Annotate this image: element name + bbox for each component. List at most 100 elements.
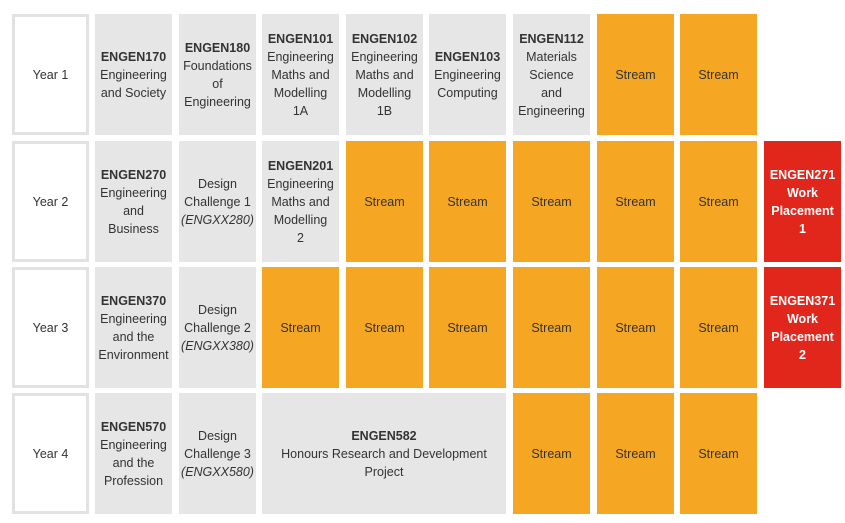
course-cell[interactable]: ENGEN270 Engineering and Business <box>95 141 172 262</box>
course-name: Design Challenge 1 <box>184 176 251 209</box>
course-code: ENGEN582 <box>351 428 417 443</box>
course-code: ENGEN112 <box>519 31 584 46</box>
course-name: Engineering and the Environment <box>98 311 169 362</box>
stream-cell[interactable]: Stream <box>680 141 757 262</box>
cell-content: Stream <box>615 319 655 337</box>
stream-cell[interactable]: Stream <box>597 393 674 514</box>
year-label: Year 4 <box>12 393 89 514</box>
cell-label: ENGEN271 Work Placement 1 <box>769 167 836 236</box>
cell-content: Stream <box>698 193 738 211</box>
year-label-text: Year 3 <box>32 320 69 335</box>
design-challenge-cell[interactable]: Design Challenge 2 (ENGXX380) <box>179 267 256 388</box>
cell-content: Stream <box>531 445 571 463</box>
course-cell[interactable]: ENGEN370 Engineering and the Environment <box>95 267 172 388</box>
cell-content: Stream <box>698 66 738 84</box>
course-name: Engineering and Business <box>100 185 167 236</box>
cell-label: Stream <box>364 320 405 335</box>
course-code: ENGEN180 <box>184 40 251 55</box>
course-code: ENGEN103 <box>434 49 501 64</box>
stream-cell[interactable]: Stream <box>680 267 757 388</box>
course-code: ENGEN270 <box>100 167 167 182</box>
cell-content: ENGEN103 Engineering Computing <box>434 48 501 102</box>
cell-content: ENGEN101 Engineering Maths and Modelling … <box>267 30 334 120</box>
stream-cell[interactable]: Stream <box>597 14 674 135</box>
cell-label: Stream <box>698 67 739 82</box>
cell-content: Stream <box>364 193 404 211</box>
cell-label: Stream <box>615 446 656 461</box>
stream-cell[interactable]: Stream <box>262 267 339 388</box>
cell-content: ENGEN102 Engineering Maths and Modelling … <box>351 30 418 120</box>
stream-cell[interactable]: Stream <box>597 267 674 388</box>
course-name: Honours Research and Development Project <box>281 446 487 479</box>
course-cell[interactable]: ENGEN201 Engineering Maths and Modelling … <box>262 141 339 262</box>
cell-content: ENGEN201 Engineering Maths and Modelling … <box>267 157 334 247</box>
cell-content: Design Challenge 3 (ENGXX580) <box>181 427 254 481</box>
stream-cell[interactable]: Stream <box>513 393 590 514</box>
course-code: (ENGXX580) <box>181 464 254 479</box>
work-placement-cell[interactable]: ENGEN271 Work Placement 1 <box>764 141 841 262</box>
course-code: ENGEN170 <box>100 49 167 64</box>
cell-label: Stream <box>531 446 572 461</box>
course-cell[interactable]: ENGEN103 Engineering Computing <box>429 14 506 135</box>
stream-cell[interactable]: Stream <box>513 141 590 262</box>
stream-cell[interactable]: Stream <box>680 393 757 514</box>
cell-content: Design Challenge 1 (ENGXX280) <box>181 175 254 229</box>
stream-cell[interactable]: Stream <box>513 267 590 388</box>
cell-content: ENGEN582 Honours Research and Development… <box>281 427 487 481</box>
cell-label: Stream <box>447 194 488 209</box>
stream-cell[interactable]: Stream <box>429 141 506 262</box>
course-name: Engineering Maths and Modelling 1B <box>351 49 418 118</box>
cell-content: ENGEN371 Work Placement 2 <box>770 292 835 364</box>
course-name: Engineering and the Profession <box>100 437 167 488</box>
cell-label: Stream <box>698 446 739 461</box>
design-challenge-cell[interactable]: Design Challenge 3 (ENGXX580) <box>179 393 256 514</box>
cell-label: Stream <box>447 320 488 335</box>
cell-content: ENGEN180 Foundations of Engineering <box>183 39 252 111</box>
course-cell[interactable]: ENGEN102 Engineering Maths and Modelling … <box>346 14 423 135</box>
course-cell[interactable]: ENGEN112 Materials Science and Engineerin… <box>513 14 590 135</box>
stream-cell[interactable]: Stream <box>346 267 423 388</box>
cell-label: Stream <box>364 194 405 209</box>
cell-content: ENGEN370 Engineering and the Environment <box>98 292 168 364</box>
cell-label: ENGEN371 Work Placement 2 <box>769 293 836 362</box>
cell-content: Stream <box>531 193 571 211</box>
work-placement-cell[interactable]: ENGEN371 Work Placement 2 <box>764 267 841 388</box>
cell-content: Stream <box>447 193 487 211</box>
cell-content: ENGEN112 Materials Science and Engineerin… <box>518 30 585 120</box>
course-cell[interactable]: ENGEN570 Engineering and the Profession <box>95 393 172 514</box>
course-cell[interactable]: ENGEN180 Foundations of Engineering <box>179 14 256 135</box>
course-name: Design Challenge 2 <box>184 302 251 335</box>
cell-content: Stream <box>615 193 655 211</box>
stream-cell[interactable]: Stream <box>597 141 674 262</box>
year-label: Year 3 <box>12 267 89 388</box>
course-code: ENGEN102 <box>351 31 418 46</box>
cell-content: Stream <box>698 445 738 463</box>
cell-content: ENGEN170 Engineering and Society <box>100 48 167 102</box>
stream-cell[interactable]: Stream <box>429 267 506 388</box>
year-label-text: Year 2 <box>32 194 69 209</box>
course-cell[interactable]: ENGEN170 Engineering and Society <box>95 14 172 135</box>
year-label-text: Year 4 <box>32 446 69 461</box>
course-code: ENGEN201 <box>267 158 334 173</box>
cell-label: Stream <box>615 320 656 335</box>
year-label: Year 1 <box>12 14 89 135</box>
cell-label: Stream <box>280 320 321 335</box>
cell-content: ENGEN271 Work Placement 1 <box>770 166 835 238</box>
stream-cell[interactable]: Stream <box>346 141 423 262</box>
cell-content: Stream <box>447 319 487 337</box>
cell-label: Stream <box>615 67 656 82</box>
course-cell[interactable]: ENGEN101 Engineering Maths and Modelling … <box>262 14 339 135</box>
cell-content: Stream <box>531 319 571 337</box>
course-name: Foundations of Engineering <box>183 58 252 109</box>
course-code: ENGEN101 <box>267 31 334 46</box>
cell-label: Stream <box>531 194 572 209</box>
cell-content: Stream <box>615 66 655 84</box>
stream-cell[interactable]: Stream <box>680 14 757 135</box>
course-cell[interactable]: ENGEN582 Honours Research and Development… <box>262 393 506 514</box>
design-challenge-cell[interactable]: Design Challenge 1 (ENGXX280) <box>179 141 256 262</box>
cell-label: Stream <box>615 194 656 209</box>
course-name: Engineering Maths and Modelling 1A <box>267 49 334 118</box>
course-name: Engineering Maths and Modelling 2 <box>267 176 334 245</box>
course-code: ENGEN570 <box>100 419 167 434</box>
